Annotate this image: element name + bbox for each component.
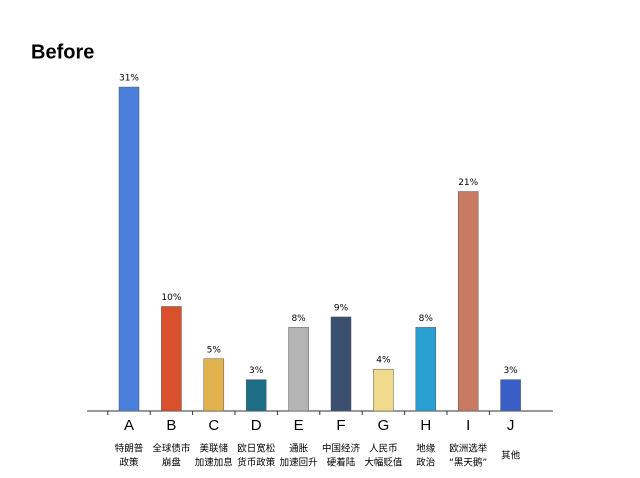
category-description: 硬着陆 [327, 457, 356, 469]
x-tick-label: I [466, 417, 470, 434]
x-tick-label: H [420, 417, 431, 434]
category-description: 货币政策 [237, 457, 276, 469]
category-description: 中国经济 [322, 443, 361, 455]
category-description: 加速回升 [280, 458, 319, 469]
bar [161, 306, 182, 412]
bar [457, 191, 479, 412]
category-description: 政策 [119, 457, 139, 469]
chart-title: Before [31, 41, 94, 63]
category-description: “黑天鹅” [449, 457, 487, 469]
category-description: 通胀 [289, 444, 309, 455]
bar [330, 316, 352, 412]
value-label: 4% [376, 356, 391, 366]
value-label: 10% [161, 293, 181, 303]
x-tick-label: B [166, 417, 176, 434]
category-description: 其他 [501, 450, 521, 462]
category-description: 人民币 [369, 444, 398, 455]
bar [203, 358, 225, 412]
value-label: 3% [503, 366, 518, 376]
category-description: 崩盘 [162, 457, 182, 469]
bar [288, 327, 309, 412]
x-tick-label: E [294, 417, 304, 434]
bar [373, 368, 394, 412]
x-tick-label: D [251, 417, 262, 434]
value-label: 21% [458, 178, 478, 188]
value-label: 3% [249, 366, 264, 376]
x-tick-label: C [208, 417, 219, 434]
x-tick-label: J [507, 417, 515, 434]
category-description: 欧洲选举 [449, 443, 488, 455]
value-label: 9% [334, 303, 349, 313]
category-description: 政治 [416, 457, 435, 469]
value-label: 5% [207, 345, 222, 355]
category-description: 加速加息 [195, 457, 233, 469]
bar [500, 379, 521, 412]
bar [118, 86, 140, 412]
x-tick-label: F [336, 417, 345, 434]
x-tick-label: G [378, 417, 390, 434]
bar [245, 379, 267, 412]
value-label: 8% [291, 314, 306, 324]
value-label: 8% [419, 314, 434, 324]
category-description: 大幅贬值 [364, 457, 403, 469]
bar [415, 327, 437, 412]
category-description: 地缘 [416, 443, 436, 455]
category-description: 特朗普 [115, 443, 144, 455]
category-description: 欧日宽松 [237, 443, 276, 455]
category-description: 全球债市 [152, 443, 191, 455]
x-tick-label: A [124, 417, 134, 434]
category-description: 美联储 [200, 443, 229, 455]
value-label: 31% [119, 74, 139, 84]
